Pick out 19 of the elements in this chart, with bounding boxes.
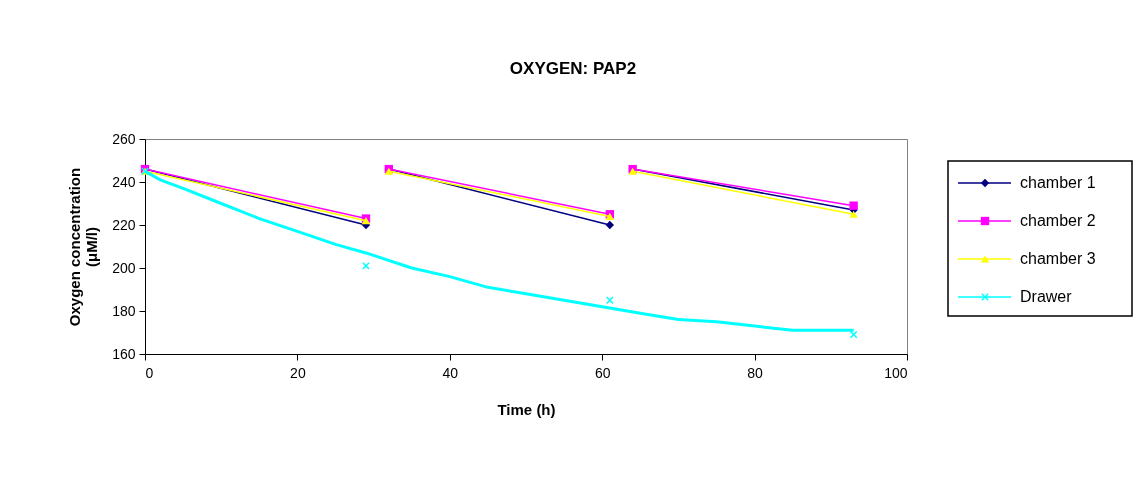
x-tick-label: 60 <box>594 364 611 381</box>
y-tick-label: 160 <box>112 345 136 362</box>
legend-label: Drawer <box>1020 288 1073 305</box>
x-tick-label: 100 <box>884 364 908 381</box>
x-axis-title: Time (h) <box>497 400 556 418</box>
x-tick-label: 20 <box>290 364 306 381</box>
x-tick-label: 0 <box>145 364 154 381</box>
legend-label: chamber 2 <box>1020 212 1096 229</box>
legend-label: chamber 3 <box>1020 250 1096 267</box>
x-tick-label: 40 <box>442 364 459 381</box>
y-axis-title: Oxygen concentration (μM/l) <box>66 167 101 327</box>
y-tick-label: 240 <box>112 173 136 190</box>
x-tick-label: 80 <box>747 364 764 381</box>
y-tick-label: 180 <box>112 302 136 319</box>
y-tick-label: 260 <box>112 130 136 147</box>
y-tick-label: 220 <box>112 216 136 233</box>
legend-label: chamber 1 <box>1020 174 1096 191</box>
y-tick-label: 200 <box>112 259 136 276</box>
chart-title: OXYGEN: PAP2 <box>509 59 637 78</box>
